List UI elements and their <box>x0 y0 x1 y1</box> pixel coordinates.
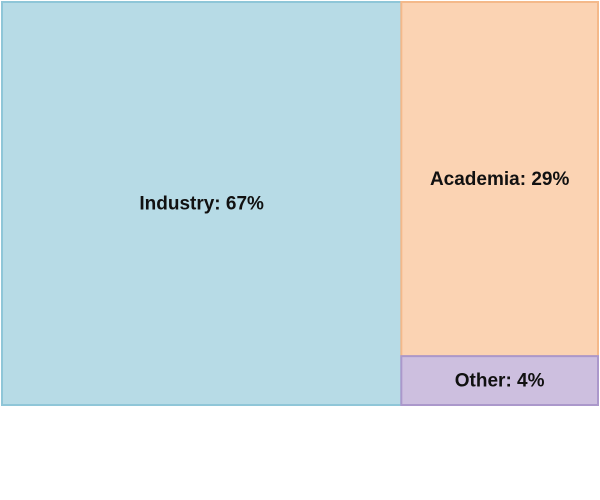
tile-industry-rect <box>1 1 403 406</box>
tile-other-rect <box>400 355 599 407</box>
tile-academia-label: Academia: 29% <box>430 169 570 190</box>
tile-industry-label: Industry: 67% <box>139 194 264 215</box>
tile-industry: Industry: 67% <box>1 1 403 406</box>
tile-other: Other: 4% <box>400 355 599 407</box>
tile-academia-rect <box>400 1 599 358</box>
tile-other-label: Other: 4% <box>455 371 545 392</box>
tile-academia: Academia: 29% <box>400 1 599 358</box>
